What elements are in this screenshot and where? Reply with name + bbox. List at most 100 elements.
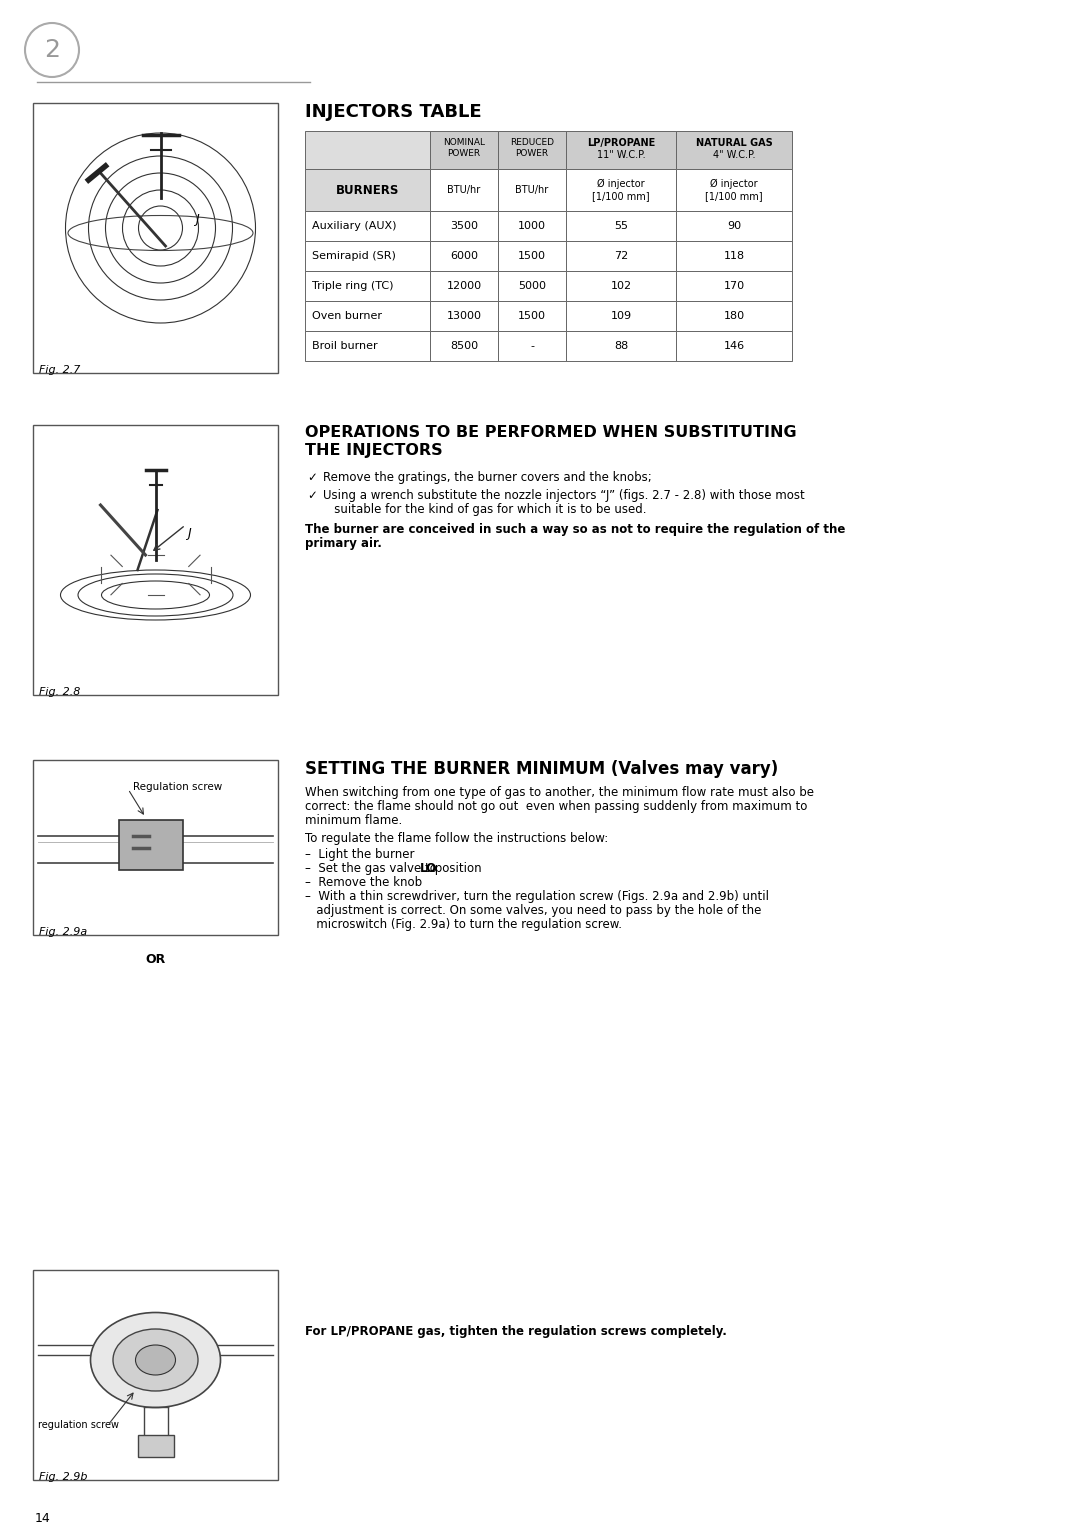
- Text: 90: 90: [727, 221, 741, 231]
- Bar: [119, 820, 183, 869]
- Text: Using a wrench substitute the nozzle injectors “J” (figs. 2.7 - 2.8) with those : Using a wrench substitute the nozzle inj…: [323, 489, 805, 502]
- Bar: [676, 211, 792, 241]
- Bar: [498, 169, 566, 211]
- Text: OPERATIONS TO BE PERFORMED WHEN SUBSTITUTING: OPERATIONS TO BE PERFORMED WHEN SUBSTITU…: [305, 425, 797, 440]
- Text: POWER: POWER: [447, 150, 481, 157]
- Text: BTU/hr: BTU/hr: [447, 185, 481, 195]
- Text: minimum flame.: minimum flame.: [305, 814, 402, 828]
- Bar: [305, 270, 430, 301]
- Text: 180: 180: [724, 312, 744, 321]
- Bar: [498, 211, 566, 241]
- Text: 1500: 1500: [518, 312, 546, 321]
- Bar: [430, 169, 498, 211]
- Bar: [33, 760, 278, 935]
- Bar: [305, 169, 430, 211]
- Bar: [676, 131, 792, 169]
- Bar: [305, 331, 430, 360]
- Text: BURNERS: BURNERS: [336, 183, 400, 197]
- Bar: [566, 131, 676, 169]
- Bar: [430, 331, 498, 360]
- Bar: [676, 301, 792, 331]
- Bar: [498, 301, 566, 331]
- Text: [1/100 mm]: [1/100 mm]: [705, 191, 762, 202]
- Bar: [566, 169, 676, 211]
- Bar: [498, 131, 566, 169]
- Text: LP/PROPANE: LP/PROPANE: [586, 137, 656, 148]
- Text: ✓: ✓: [307, 489, 316, 502]
- Ellipse shape: [135, 1345, 175, 1374]
- Text: ✓: ✓: [307, 470, 316, 484]
- Text: –  Set the gas valve to: – Set the gas valve to: [305, 863, 441, 875]
- Bar: [566, 301, 676, 331]
- Text: 146: 146: [724, 341, 744, 351]
- Text: correct: the flame should not go out  even when passing suddenly from maximum to: correct: the flame should not go out eve…: [305, 800, 808, 812]
- Text: 3500: 3500: [450, 221, 478, 231]
- Bar: [676, 331, 792, 360]
- Ellipse shape: [91, 1313, 220, 1408]
- Text: 72: 72: [613, 250, 629, 261]
- Text: regulation screw: regulation screw: [38, 1420, 119, 1429]
- Text: 12000: 12000: [446, 281, 482, 292]
- Text: 14: 14: [35, 1512, 51, 1525]
- Text: primary air.: primary air.: [305, 538, 382, 550]
- Text: NOMINAL: NOMINAL: [443, 137, 485, 147]
- Text: SETTING THE BURNER MINIMUM (Valves may vary): SETTING THE BURNER MINIMUM (Valves may v…: [305, 760, 779, 777]
- Text: 102: 102: [610, 281, 632, 292]
- Text: suitable for the kind of gas for which it is to be used.: suitable for the kind of gas for which i…: [323, 502, 647, 516]
- Bar: [676, 270, 792, 301]
- Text: To regulate the flame follow the instructions below:: To regulate the flame follow the instruc…: [305, 832, 608, 844]
- Text: position: position: [431, 863, 482, 875]
- Text: Triple ring (TC): Triple ring (TC): [312, 281, 393, 292]
- Text: 13000: 13000: [446, 312, 482, 321]
- Text: microswitch (Fig. 2.9a) to turn the regulation screw.: microswitch (Fig. 2.9a) to turn the regu…: [305, 918, 622, 931]
- Text: 109: 109: [610, 312, 632, 321]
- Text: –  With a thin screwdriver, turn the regulation screw (Figs. 2.9a and 2.9b) unti: – With a thin screwdriver, turn the regu…: [305, 890, 769, 902]
- Text: Fig. 2.8: Fig. 2.8: [39, 687, 80, 696]
- Bar: [566, 270, 676, 301]
- Text: REDUCED: REDUCED: [510, 137, 554, 147]
- Text: Broil burner: Broil burner: [312, 341, 378, 351]
- Text: Fig. 2.7: Fig. 2.7: [39, 365, 80, 376]
- Text: –  Light the burner: – Light the burner: [305, 847, 415, 861]
- Bar: [430, 270, 498, 301]
- Text: 2: 2: [44, 38, 60, 63]
- Bar: [566, 211, 676, 241]
- Text: Regulation screw: Regulation screw: [133, 782, 222, 793]
- Bar: [305, 211, 430, 241]
- Text: 1000: 1000: [518, 221, 546, 231]
- Text: When switching from one type of gas to another, the minimum flow rate must also : When switching from one type of gas to a…: [305, 786, 814, 799]
- Bar: [430, 211, 498, 241]
- Bar: [305, 131, 430, 169]
- Text: For LP/PROPANE gas, tighten the regulation screws completely.: For LP/PROPANE gas, tighten the regulati…: [305, 1325, 727, 1338]
- Text: adjustment is correct. On some valves, you need to pass by the hole of the: adjustment is correct. On some valves, y…: [305, 904, 761, 918]
- Bar: [33, 1270, 278, 1480]
- Bar: [33, 102, 278, 373]
- Text: OR: OR: [146, 953, 165, 967]
- Text: -: -: [530, 341, 534, 351]
- Text: Auxiliary (AUX): Auxiliary (AUX): [312, 221, 396, 231]
- Text: NATURAL GAS: NATURAL GAS: [696, 137, 772, 148]
- Bar: [676, 241, 792, 270]
- Text: BTU/hr: BTU/hr: [515, 185, 549, 195]
- Text: 4" W.C.P.: 4" W.C.P.: [713, 150, 755, 160]
- Text: POWER: POWER: [515, 150, 549, 157]
- Text: Fig. 2.9b: Fig. 2.9b: [39, 1472, 87, 1483]
- Text: 170: 170: [724, 281, 744, 292]
- Ellipse shape: [113, 1328, 198, 1391]
- Text: 11" W.C.P.: 11" W.C.P.: [596, 150, 646, 160]
- Text: Oven burner: Oven burner: [312, 312, 382, 321]
- Text: 55: 55: [615, 221, 627, 231]
- Text: J: J: [195, 212, 199, 226]
- Text: J: J: [188, 527, 191, 541]
- Bar: [676, 169, 792, 211]
- Text: Fig. 2.9a: Fig. 2.9a: [39, 927, 87, 938]
- Bar: [33, 425, 278, 695]
- Bar: [566, 331, 676, 360]
- Text: INJECTORS TABLE: INJECTORS TABLE: [305, 102, 482, 121]
- Text: [1/100 mm]: [1/100 mm]: [592, 191, 650, 202]
- Bar: [498, 241, 566, 270]
- Bar: [498, 331, 566, 360]
- Bar: [566, 241, 676, 270]
- Text: LO: LO: [420, 863, 437, 875]
- Bar: [430, 131, 498, 169]
